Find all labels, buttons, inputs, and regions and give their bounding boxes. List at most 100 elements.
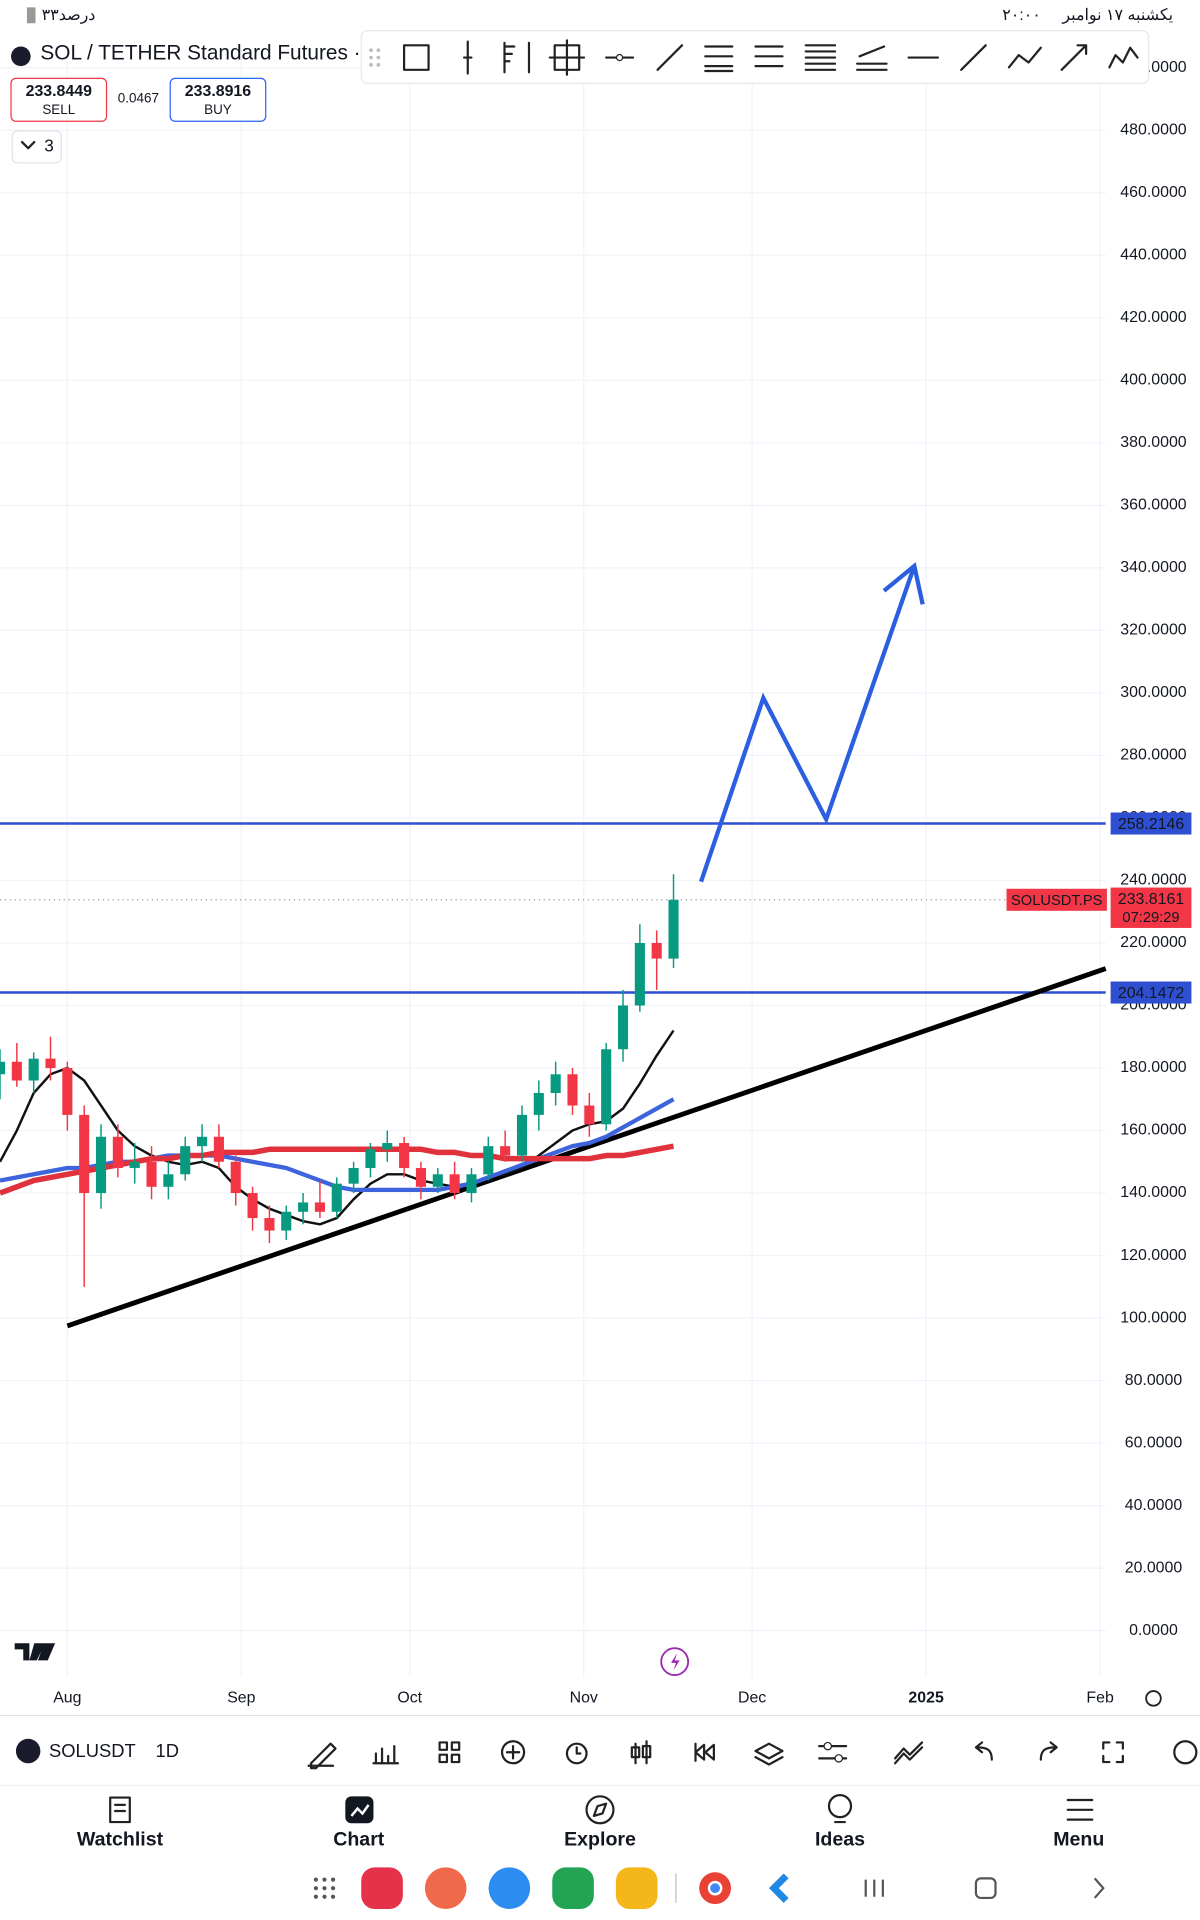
nav-label[interactable]: Chart bbox=[333, 1829, 385, 1851]
symbol-tag-text: SOLUSDT.PS bbox=[1011, 893, 1103, 909]
candle-body bbox=[298, 1202, 309, 1212]
y-tick-label: 220.0000 bbox=[1120, 934, 1186, 951]
candle-body bbox=[449, 1174, 460, 1194]
y-tick-label: 320.0000 bbox=[1120, 622, 1186, 639]
x-tick-label: Feb bbox=[1086, 1690, 1114, 1707]
nav-label[interactable]: Menu bbox=[1053, 1829, 1104, 1851]
y-tick-label: 20.0000 bbox=[1125, 1559, 1183, 1576]
y-tick-label: 460.0000 bbox=[1120, 184, 1186, 201]
y-tick-label: 40.0000 bbox=[1125, 1497, 1183, 1514]
bottom-symbol[interactable]: SOLUSDT bbox=[49, 1740, 136, 1761]
tool-compare[interactable] bbox=[894, 1741, 924, 1765]
sys-recent[interactable] bbox=[864, 1879, 884, 1897]
app-2[interactable] bbox=[424, 1867, 467, 1909]
status-battery: ۳۳درصد bbox=[42, 7, 96, 24]
tool-vline[interactable] bbox=[462, 40, 473, 75]
candle-body bbox=[668, 899, 679, 959]
tool-parallel[interactable] bbox=[754, 45, 784, 68]
app-1[interactable] bbox=[361, 1867, 403, 1909]
y-tick-label: 140.0000 bbox=[1120, 1184, 1186, 1201]
sell-price: 233.8449 bbox=[26, 83, 92, 100]
candle-body bbox=[634, 942, 645, 1006]
axis-settings[interactable] bbox=[1145, 1690, 1162, 1707]
symbol-logo-small bbox=[15, 1738, 41, 1764]
symbol-title[interactable]: SOL / TETHER Standard Futures · bbox=[40, 41, 360, 64]
candle-body bbox=[617, 1005, 629, 1050]
nav-icon-ideas bbox=[827, 1794, 853, 1819]
candle-body bbox=[348, 1168, 359, 1184]
status-time: ۲۰:۰۰ bbox=[1002, 7, 1041, 24]
tool-trend[interactable] bbox=[656, 44, 684, 71]
candle-body bbox=[129, 1161, 140, 1169]
spread: 0.0467 bbox=[118, 91, 159, 106]
price-axis: 0.0000 20.0000 40.0000 60.0000 80.0000 100.00… bbox=[53, 59, 1192, 1707]
bottom-interval[interactable]: 1D bbox=[156, 1740, 179, 1761]
sell-button[interactable] bbox=[10, 77, 108, 122]
app-3[interactable] bbox=[488, 1867, 531, 1909]
tool-path[interactable] bbox=[1007, 46, 1042, 69]
lightning-icon bbox=[671, 1653, 680, 1671]
tool-more[interactable] bbox=[1173, 1740, 1198, 1765]
last-price-label: 233.8161 bbox=[1118, 891, 1184, 908]
tool-pitch[interactable] bbox=[856, 45, 888, 71]
tool-channel[interactable] bbox=[704, 45, 734, 73]
candle-body bbox=[550, 1074, 561, 1094]
battery-icon bbox=[26, 7, 36, 24]
y-tick-label: 120.0000 bbox=[1120, 1247, 1186, 1264]
x-tick-label: Sep bbox=[227, 1690, 255, 1707]
sys-home[interactable] bbox=[974, 1877, 997, 1900]
moving-average bbox=[0, 1029, 675, 1226]
grid bbox=[0, 48, 1106, 1678]
tool-alert[interactable] bbox=[565, 1742, 588, 1765]
tool-draw[interactable] bbox=[307, 1742, 337, 1770]
tool-rect[interactable] bbox=[402, 44, 430, 71]
tool-redo[interactable] bbox=[1039, 1741, 1058, 1761]
candle-body bbox=[0, 1061, 6, 1075]
tool-layers[interactable] bbox=[754, 1742, 784, 1766]
candle-body bbox=[601, 1049, 612, 1125]
x-tick-label: Nov bbox=[570, 1690, 598, 1707]
tool-layout[interactable] bbox=[438, 1741, 461, 1764]
app-4[interactable] bbox=[552, 1867, 594, 1909]
candle-body bbox=[197, 1136, 208, 1147]
tool-chart-type[interactable] bbox=[630, 1740, 652, 1765]
nav-label[interactable]: Ideas bbox=[815, 1829, 865, 1851]
dock bbox=[313, 1867, 1105, 1909]
tool-fib[interactable] bbox=[503, 41, 531, 74]
candle-body bbox=[11, 1061, 22, 1081]
tool-arrow[interactable] bbox=[1060, 44, 1088, 71]
tool-fib-lines[interactable] bbox=[804, 44, 837, 71]
price-line-label: 258.2146 bbox=[1118, 816, 1184, 833]
nav-icon-explore bbox=[585, 1795, 615, 1825]
candle-body bbox=[399, 1143, 410, 1169]
y-tick-label: 100.0000 bbox=[1120, 1309, 1186, 1326]
candle-body bbox=[95, 1136, 107, 1194]
tool-cross[interactable] bbox=[548, 39, 586, 76]
nav-label[interactable]: Watchlist bbox=[77, 1829, 164, 1851]
candle-body bbox=[281, 1211, 292, 1231]
candle-body bbox=[382, 1143, 393, 1150]
indicator-toggle[interactable] bbox=[11, 130, 62, 164]
y-tick-label: 360.0000 bbox=[1120, 497, 1186, 514]
countdown-label: 07:29:29 bbox=[1122, 910, 1179, 926]
candle-body bbox=[180, 1146, 191, 1175]
tool-replay[interactable] bbox=[694, 1742, 715, 1762]
sys-back[interactable] bbox=[1093, 1877, 1105, 1899]
candle-body bbox=[45, 1058, 56, 1069]
tool-fullscreen[interactable] bbox=[1102, 1741, 1124, 1764]
price-line-tag bbox=[1110, 981, 1192, 1004]
tool-pattern[interactable] bbox=[1108, 46, 1139, 69]
y-tick-label: 380.0000 bbox=[1120, 434, 1186, 451]
tool-indicators[interactable] bbox=[372, 1745, 400, 1765]
candle-body bbox=[79, 1114, 90, 1194]
tool-segment[interactable] bbox=[960, 44, 987, 71]
buy-button[interactable] bbox=[169, 77, 267, 122]
app-5[interactable] bbox=[615, 1867, 658, 1909]
y-tick-label: 0.0000 bbox=[1129, 1622, 1178, 1639]
app-7[interactable] bbox=[768, 1873, 789, 1903]
tool-add[interactable] bbox=[500, 1740, 526, 1765]
nav-label[interactable]: Explore bbox=[564, 1829, 636, 1851]
y-tick-label: 300.0000 bbox=[1120, 684, 1186, 701]
buy-label: BUY bbox=[204, 102, 232, 117]
tool-undo[interactable] bbox=[974, 1741, 993, 1761]
